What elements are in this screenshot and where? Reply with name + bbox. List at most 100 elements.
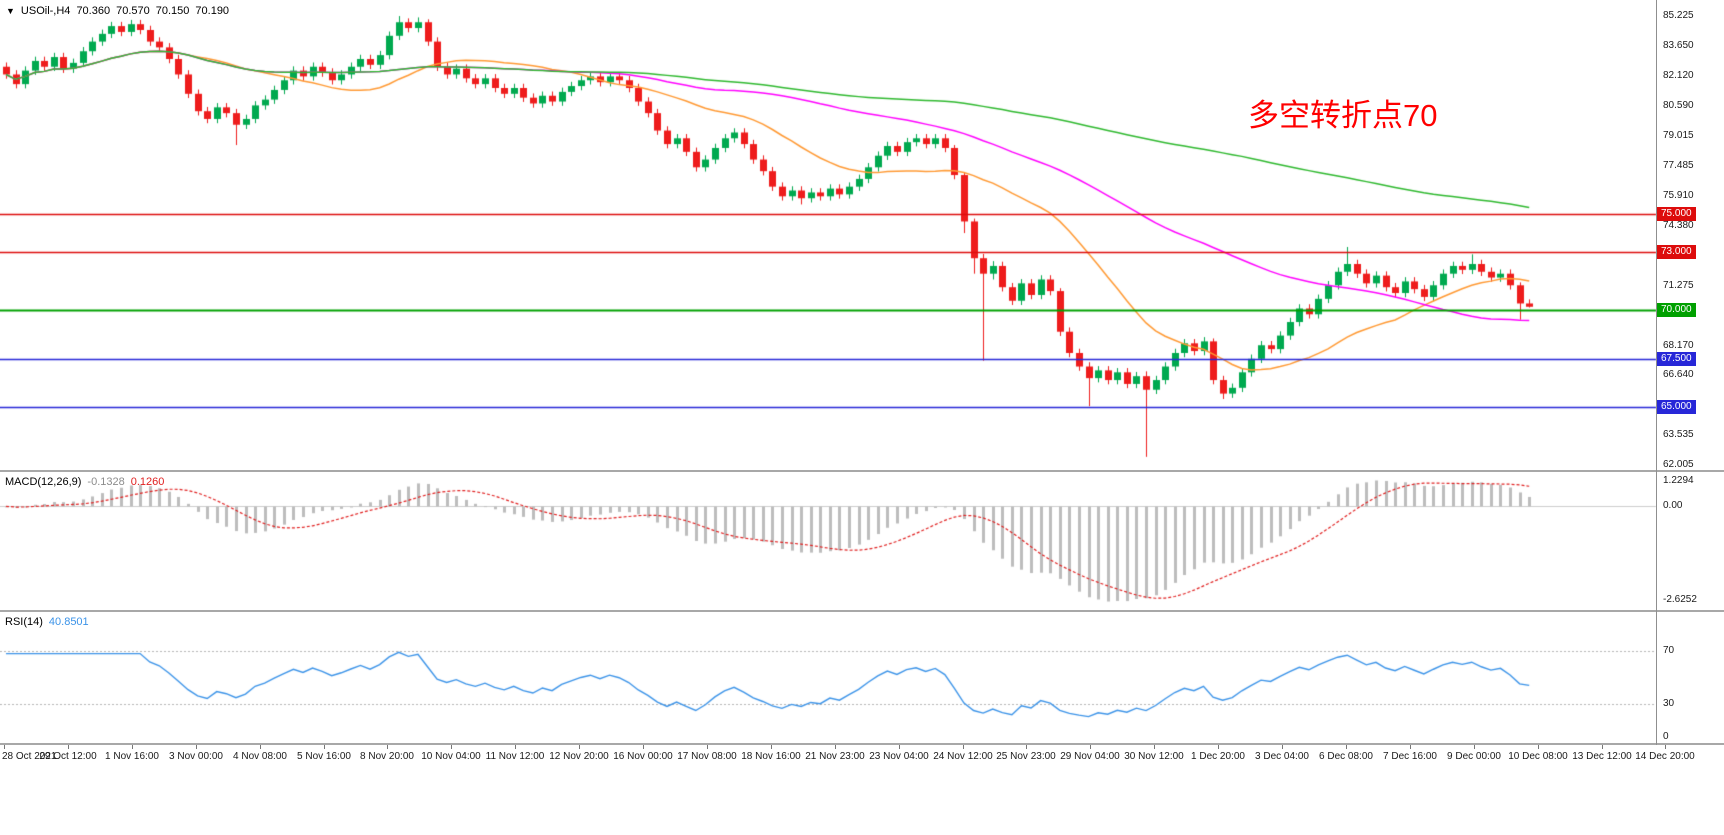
time-axis-label: 29 Nov 04:00 bbox=[1060, 751, 1120, 762]
rsi-axis-label: 30 bbox=[1663, 697, 1675, 709]
macd-axis-label: 0.00 bbox=[1663, 500, 1683, 512]
chart-title: ▼ USOil-,H4 70.360 70.570 70.150 70.190 bbox=[6, 5, 235, 17]
time-tick bbox=[1218, 745, 1219, 749]
time-axis-label: 11 Nov 12:00 bbox=[485, 751, 545, 762]
time-axis-label: 9 Dec 00:00 bbox=[1447, 751, 1501, 762]
rsi-axis-label: 0 bbox=[1663, 731, 1669, 742]
time-axis-label: 29 Oct 12:00 bbox=[39, 751, 97, 762]
time-tick bbox=[260, 745, 261, 749]
macd-panel-canvas[interactable] bbox=[0, 472, 1724, 610]
time-tick bbox=[1410, 745, 1411, 749]
time-axis-label: 13 Dec 12:00 bbox=[1572, 751, 1632, 762]
time-axis-label: 24 Nov 12:00 bbox=[933, 751, 993, 762]
time-axis-label: 6 Dec 08:00 bbox=[1319, 751, 1373, 762]
annotation-text[interactable]: 多空转折点70 bbox=[1248, 98, 1438, 133]
time-axis-label: 16 Nov 00:00 bbox=[613, 751, 673, 762]
price-level-badge: 67.500 bbox=[1657, 351, 1696, 366]
time-axis-label: 1 Dec 20:00 bbox=[1191, 751, 1245, 762]
time-tick bbox=[387, 745, 388, 749]
time-axis-label: 8 Nov 20:00 bbox=[360, 751, 414, 762]
time-tick bbox=[1282, 745, 1283, 749]
symbol-period-label: USOil-,H4 bbox=[20, 5, 71, 17]
time-axis-label: 23 Nov 04:00 bbox=[869, 751, 929, 762]
panel-separator[interactable] bbox=[0, 610, 1724, 612]
high-value: 70.570 bbox=[116, 5, 150, 17]
time-axis-label: 30 Nov 12:00 bbox=[1124, 751, 1184, 762]
panel-separator[interactable] bbox=[0, 743, 1724, 745]
time-tick bbox=[324, 745, 325, 749]
time-tick bbox=[132, 745, 133, 749]
price-axis-label: 85.225 bbox=[1663, 9, 1694, 21]
time-tick bbox=[1026, 745, 1027, 749]
price-level-badge: 70.000 bbox=[1657, 303, 1696, 318]
time-axis-label: 1 Nov 16:00 bbox=[105, 751, 159, 762]
time-tick bbox=[1154, 745, 1155, 749]
time-axis-label: 4 Nov 08:00 bbox=[233, 751, 287, 762]
time-tick bbox=[1090, 745, 1091, 749]
rsi-name: RSI(14) bbox=[5, 616, 43, 628]
time-tick bbox=[68, 745, 69, 749]
time-tick bbox=[515, 745, 516, 749]
price-level-badge: 75.000 bbox=[1657, 206, 1696, 221]
macd-signal-value: 0.1260 bbox=[130, 476, 165, 488]
time-tick bbox=[451, 745, 452, 749]
time-tick bbox=[579, 745, 580, 749]
macd-axis-label: -2.6252 bbox=[1663, 593, 1697, 605]
time-tick bbox=[1602, 745, 1603, 749]
time-axis-label: 10 Dec 08:00 bbox=[1508, 751, 1568, 762]
time-tick bbox=[899, 745, 900, 749]
time-axis[interactable]: 28 Oct 2021 29 Oct 12:00 1 Nov 16:00 3 Nov … bbox=[0, 745, 1724, 768]
price-axis-label: 83.650 bbox=[1663, 40, 1694, 52]
time-axis-label: 18 Nov 16:00 bbox=[741, 751, 801, 762]
price-axis-label: 74.380 bbox=[1663, 219, 1694, 231]
price-axis-label: 71.275 bbox=[1663, 279, 1694, 291]
time-axis-label: 3 Nov 00:00 bbox=[169, 751, 223, 762]
time-tick bbox=[963, 745, 964, 749]
macd-axis-label: 1.2294 bbox=[1663, 475, 1694, 487]
time-tick bbox=[1474, 745, 1475, 749]
time-tick bbox=[1538, 745, 1539, 749]
time-tick bbox=[4, 745, 5, 749]
time-tick bbox=[835, 745, 836, 749]
time-axis-label: 17 Nov 08:00 bbox=[677, 751, 737, 762]
price-axis-label: 62.005 bbox=[1663, 459, 1694, 471]
time-tick bbox=[643, 745, 644, 749]
price-level-badge: 65.000 bbox=[1657, 400, 1696, 415]
price-axis[interactable]: 85.225 83.650 82.120 80.590 79.015 77.485 75.9… bbox=[1657, 0, 1724, 768]
rsi-axis-label: 70 bbox=[1663, 645, 1675, 657]
time-tick bbox=[1346, 745, 1347, 749]
price-axis-label: 75.910 bbox=[1663, 190, 1694, 202]
time-axis-label: 21 Nov 23:00 bbox=[805, 751, 865, 762]
close-value: 70.190 bbox=[195, 5, 230, 17]
time-tick bbox=[771, 745, 772, 749]
time-axis-label: 28 Oct 2021 bbox=[2, 751, 57, 762]
price-axis-label: 79.015 bbox=[1663, 130, 1694, 142]
time-axis-label: 3 Dec 04:00 bbox=[1255, 751, 1309, 762]
time-axis-label: 14 Dec 20:00 bbox=[1635, 751, 1695, 762]
macd-main-value: -0.1328 bbox=[87, 476, 125, 488]
price-axis-label: 68.170 bbox=[1663, 339, 1694, 351]
rsi-value: 40.8501 bbox=[48, 616, 89, 628]
time-axis-label: 12 Nov 20:00 bbox=[549, 751, 609, 762]
price-level-badge: 73.000 bbox=[1657, 245, 1696, 260]
time-tick bbox=[707, 745, 708, 749]
price-axis-label: 80.590 bbox=[1663, 99, 1694, 111]
macd-name: MACD(12,26,9) bbox=[5, 476, 82, 488]
quick-trade-arrow-icon[interactable]: ▼ bbox=[6, 6, 15, 16]
time-tick bbox=[196, 745, 197, 749]
low-value: 70.150 bbox=[155, 5, 190, 17]
price-axis-label: 66.640 bbox=[1663, 369, 1694, 381]
price-axis-divider bbox=[1656, 0, 1657, 768]
macd-indicator-label: MACD(12,26,9) -0.1328 0.1260 bbox=[5, 476, 170, 488]
rsi-panel-canvas[interactable] bbox=[0, 612, 1724, 743]
time-axis-label: 5 Nov 16:00 bbox=[297, 751, 351, 762]
panel-separator[interactable] bbox=[0, 470, 1724, 472]
price-chart-canvas[interactable] bbox=[0, 0, 1724, 470]
price-axis-label: 77.485 bbox=[1663, 159, 1694, 171]
open-value: 70.360 bbox=[76, 5, 111, 17]
time-tick bbox=[1665, 745, 1666, 749]
price-axis-label: 82.120 bbox=[1663, 70, 1694, 81]
time-axis-label: 7 Dec 16:00 bbox=[1383, 751, 1437, 762]
rsi-indicator-label: RSI(14) 40.8501 bbox=[5, 616, 95, 628]
